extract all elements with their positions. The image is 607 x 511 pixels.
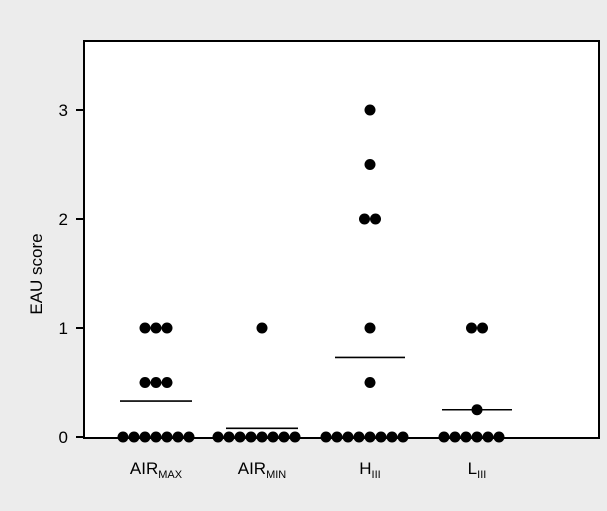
data-point: [183, 431, 195, 443]
data-point: [370, 213, 381, 225]
data-point: [128, 431, 140, 443]
y-tick-label: 3: [59, 101, 68, 120]
data-point: [482, 431, 494, 443]
x-category-label: LIII: [468, 459, 487, 481]
data-point: [117, 431, 129, 443]
data-point: [234, 431, 246, 443]
data-point: [342, 431, 354, 443]
data-point: [364, 159, 376, 170]
data-point: [139, 377, 151, 388]
data-point: [386, 431, 398, 443]
plot-area: [83, 40, 600, 439]
y-tick-label: 2: [59, 210, 68, 229]
data-point: [364, 377, 376, 388]
y-axis-label: EAU score: [27, 233, 46, 314]
data-point: [438, 431, 450, 443]
data-point: [364, 104, 376, 116]
data-point: [364, 322, 376, 334]
y-tick-label: 1: [59, 319, 68, 338]
data-point: [139, 431, 151, 443]
data-point: [256, 431, 268, 443]
data-point: [150, 377, 162, 388]
x-category-label: AIRMAX: [130, 459, 183, 481]
data-point: [289, 431, 301, 443]
data-point: [359, 213, 370, 225]
xlabels-layer: AIRMAX AIRMIN HIII LIII: [130, 459, 486, 481]
data-point: [449, 431, 461, 443]
y-tick-label: 0: [59, 428, 68, 447]
data-point: [493, 431, 505, 443]
data-point: [460, 431, 472, 443]
medians-layer: [120, 356, 512, 430]
data-point: [466, 322, 477, 334]
data-point: [397, 431, 409, 443]
data-point: [267, 431, 279, 443]
data-point: [172, 431, 184, 443]
data-point: [150, 431, 162, 443]
x-category-label: AIRMIN: [238, 459, 287, 481]
points-layer: [117, 104, 505, 443]
data-point: [150, 322, 162, 334]
data-point: [256, 322, 268, 334]
data-point: [375, 431, 387, 443]
data-point: [477, 322, 488, 334]
data-point: [471, 431, 483, 443]
data-point: [139, 322, 151, 334]
ticks-layer: 0 1 2 3: [59, 101, 84, 447]
data-point: [364, 431, 376, 443]
x-category-label: HIII: [359, 459, 380, 481]
data-point: [212, 431, 224, 443]
data-point: [353, 431, 365, 443]
data-point: [278, 431, 290, 443]
data-point: [161, 377, 173, 388]
data-point: [245, 431, 257, 443]
data-point: [320, 431, 332, 443]
data-point: [223, 431, 235, 443]
data-point: [471, 404, 483, 416]
data-point: [161, 322, 173, 334]
data-point: [161, 431, 173, 443]
data-point: [331, 431, 343, 443]
